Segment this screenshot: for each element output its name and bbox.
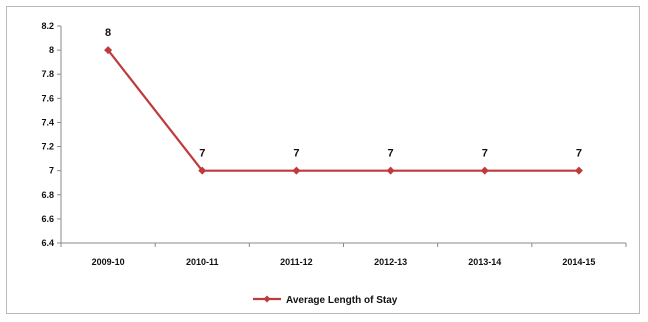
y-tick-label: 7.6 bbox=[41, 93, 54, 103]
data-label: 8 bbox=[105, 27, 111, 39]
y-tick-label: 6.8 bbox=[41, 190, 54, 200]
legend-label: Average Length of Stay bbox=[286, 295, 398, 306]
x-tick-label: 2013-14 bbox=[468, 257, 501, 267]
data-label: 7 bbox=[482, 148, 488, 160]
y-tick-label: 7.8 bbox=[41, 69, 54, 79]
data-point-marker bbox=[104, 46, 113, 55]
y-tick-label: 6.6 bbox=[41, 214, 54, 224]
x-tick-label: 2009-10 bbox=[92, 257, 125, 267]
data-labels: 8 7 7 7 7 7 bbox=[105, 27, 582, 160]
y-tick-label: 7.2 bbox=[41, 142, 54, 152]
x-tick-label: 2012-13 bbox=[374, 257, 407, 267]
series-line-average-length-of-stay bbox=[107, 49, 579, 172]
y-tick-label: 6.4 bbox=[41, 238, 54, 248]
y-tick-label: 8.2 bbox=[41, 21, 54, 31]
data-label: 7 bbox=[199, 148, 205, 160]
y-tick-label: 8 bbox=[49, 45, 54, 55]
data-point-marker bbox=[292, 166, 301, 175]
data-label: 7 bbox=[576, 148, 582, 160]
data-point-marker bbox=[574, 166, 583, 175]
chart-frame bbox=[6, 6, 640, 314]
x-tick-label: 2014-15 bbox=[562, 257, 595, 267]
y-tick-labels: 6.4 6.6 6.8 7 7.2 7.4 7.6 7.8 8 8.2 bbox=[41, 21, 61, 248]
data-point-marker bbox=[386, 166, 395, 175]
legend-diamond-marker bbox=[263, 295, 271, 303]
y-tick-label: 7.4 bbox=[41, 117, 54, 127]
data-label: 7 bbox=[388, 148, 394, 160]
x-tick-label: 2010-11 bbox=[186, 257, 219, 267]
data-point-marker bbox=[198, 166, 207, 175]
legend: Average Length of Stay bbox=[253, 295, 398, 306]
data-point-marker bbox=[480, 166, 489, 175]
x-tick-labels: 2009-10 2010-11 2011-12 2012-13 2013-14 2014-… bbox=[60, 243, 627, 267]
data-points bbox=[104, 46, 583, 175]
y-tick-label: 7 bbox=[49, 166, 54, 176]
data-label: 7 bbox=[293, 148, 299, 160]
x-tick-label: 2011-12 bbox=[280, 257, 313, 267]
